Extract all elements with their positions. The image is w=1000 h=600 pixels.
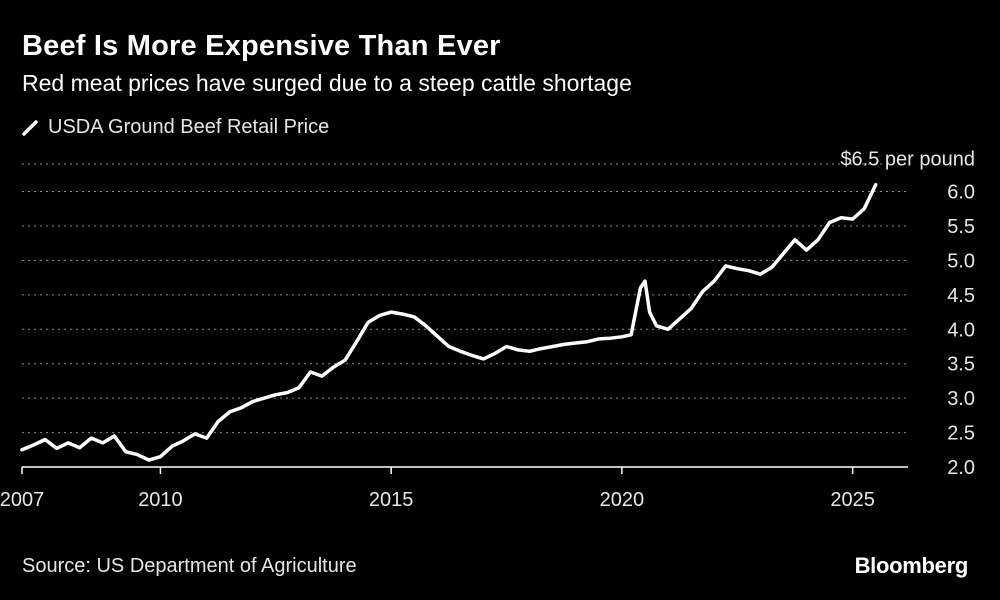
x-tick-label: 2007 (0, 489, 44, 511)
series-line (20, 182, 878, 462)
y-tick-label: 5.0 (947, 250, 975, 272)
chart-subtitle: Red meat prices have surged due to a ste… (22, 70, 632, 96)
x-tick-label: 2015 (369, 489, 414, 511)
y-tick-label: 4.0 (947, 319, 975, 341)
y-tick-label: 3.5 (947, 354, 975, 376)
legend-label: USDA Ground Beef Retail Price (48, 116, 330, 138)
unit-annotation: $6.5 per pound (840, 149, 975, 171)
source-note: Source: US Department of Agriculture (22, 555, 357, 577)
x-tick-label: 2025 (830, 489, 875, 511)
y-tick-label: 5.5 (947, 216, 975, 238)
legend-line-icon (22, 119, 38, 136)
chart-title: Beef Is More Expensive Than Ever (22, 30, 501, 62)
y-tick-label: 3.0 (947, 388, 975, 410)
y-tick-label: 6.0 (947, 182, 975, 204)
legend: USDA Ground Beef Retail Price (22, 116, 329, 139)
bloomberg-logo: Bloomberg (854, 553, 969, 578)
y-tick-label: 4.5 (947, 285, 975, 307)
y-tick-label: 2.5 (947, 423, 975, 445)
x-tick-label: 2010 (138, 489, 183, 511)
x-tick-label: 2020 (600, 489, 645, 511)
y-tick-label: 2.0 (947, 457, 975, 479)
